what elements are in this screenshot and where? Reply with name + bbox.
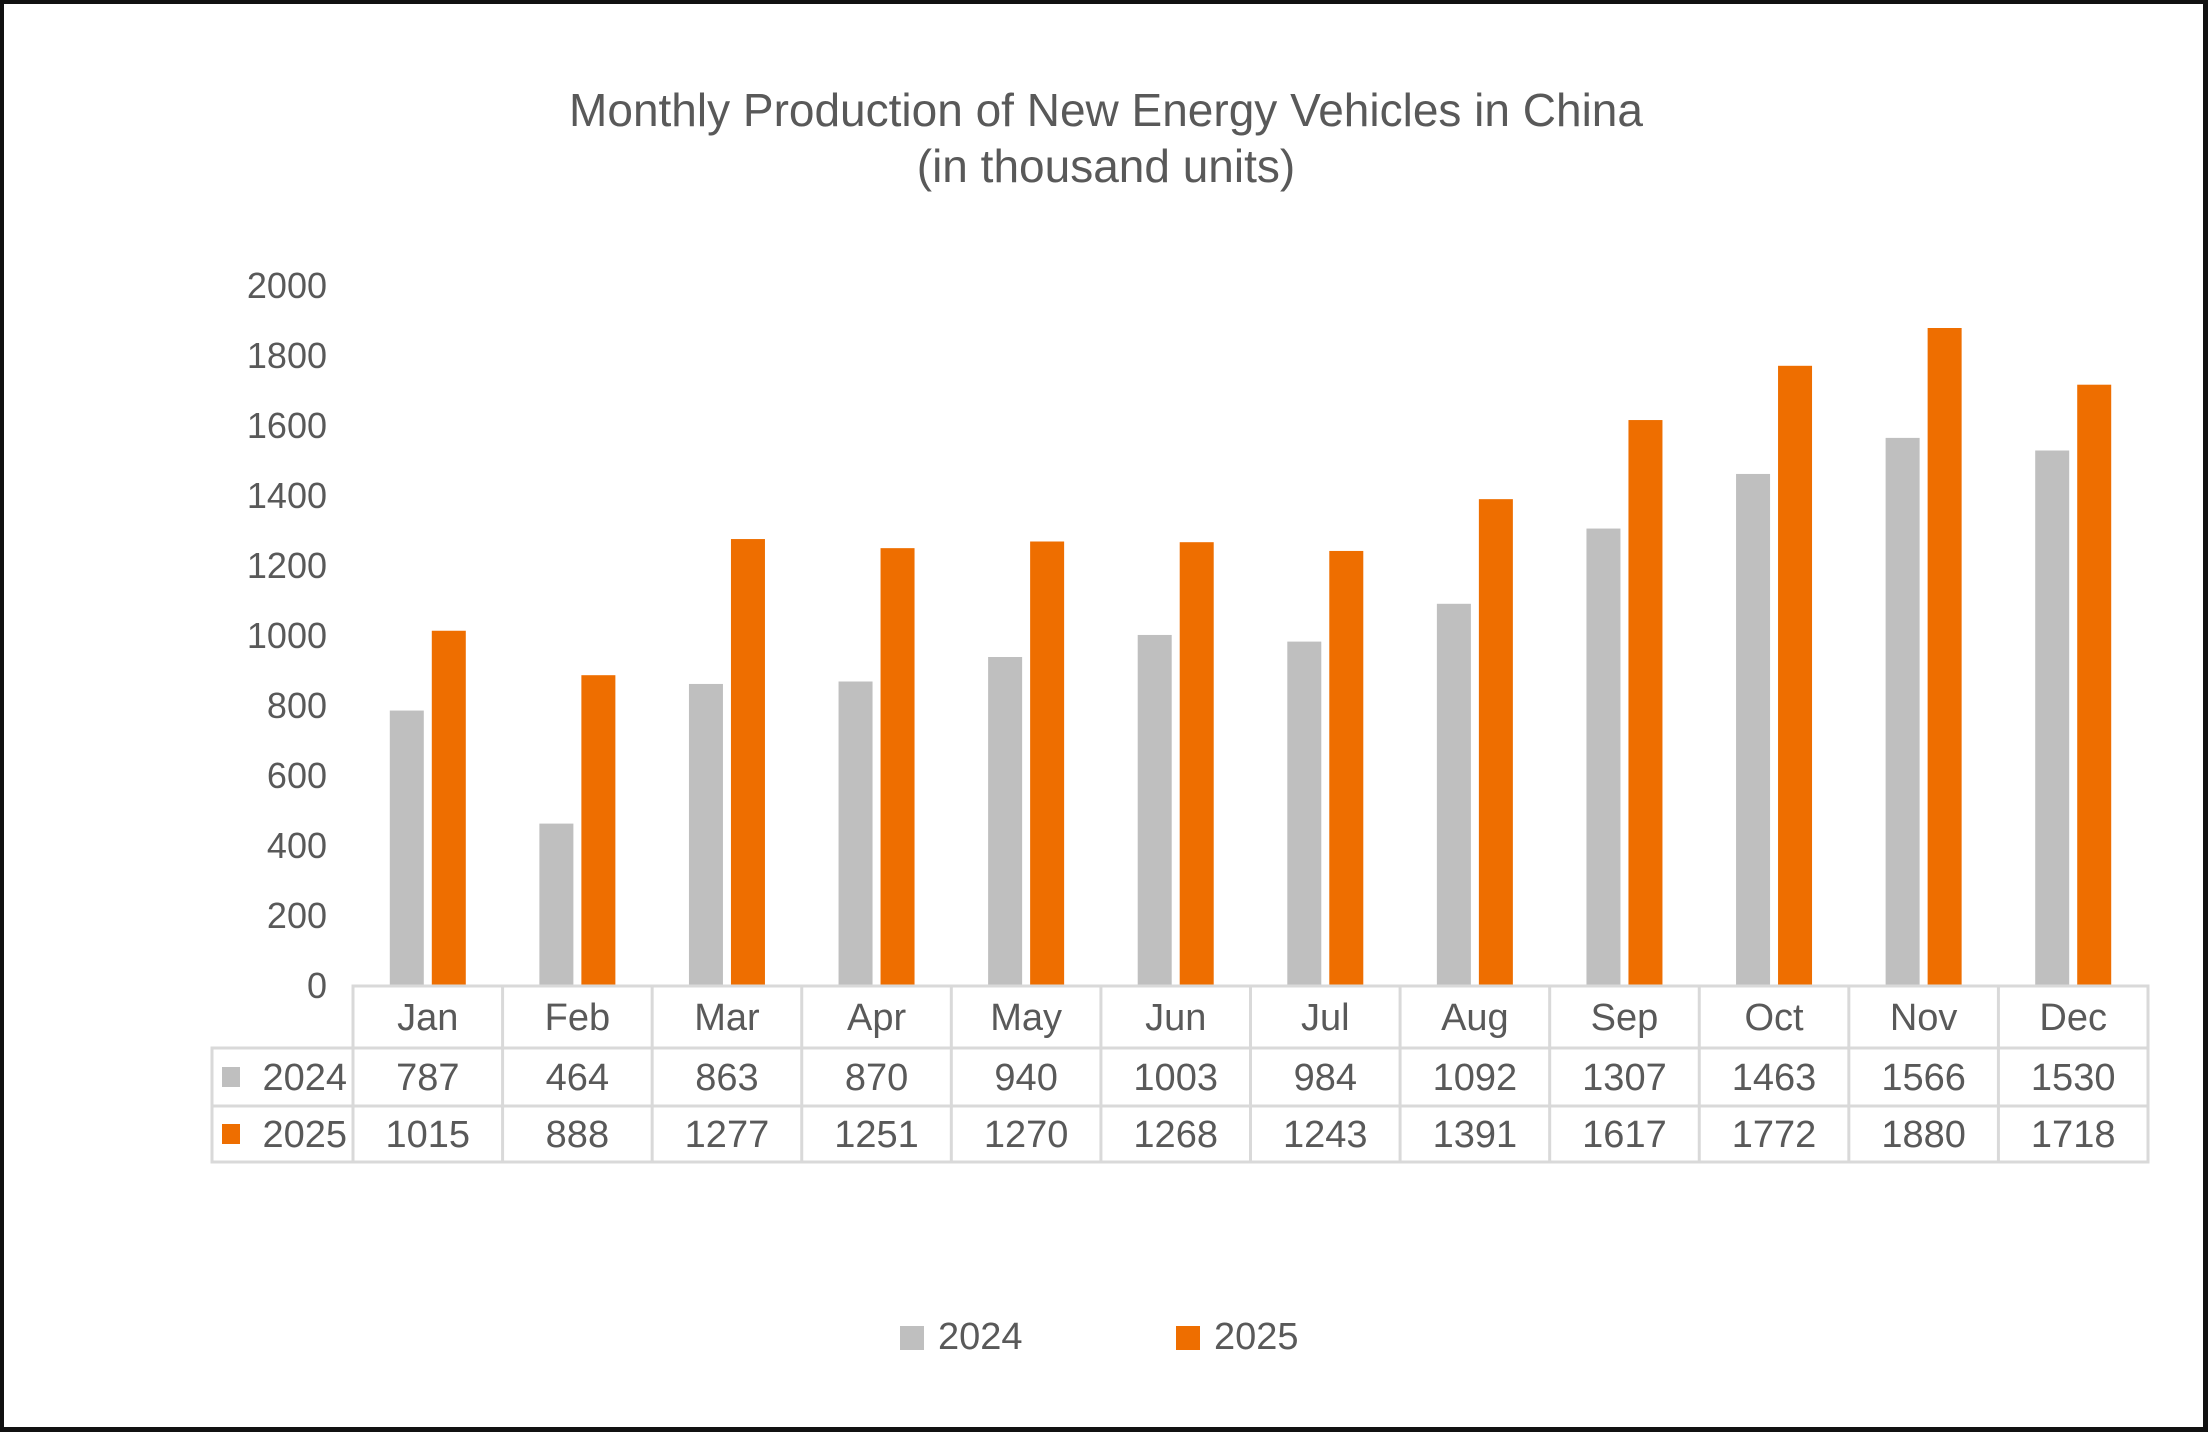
legend-item-2025: 2025 [1176,1316,1299,1359]
bar-2024-dec [2035,450,2070,986]
table-cell-value: 1307 [1582,1057,1667,1099]
table-cell-value: 863 [695,1057,758,1099]
x-category-label: Nov [1890,997,1958,1039]
bar-2025-nov [1927,328,1962,986]
legend-label-2025: 2025 [1214,1316,1299,1358]
bars [389,328,2112,986]
legend-swatch-2024 [900,1325,924,1350]
legend-item-2024: 2024 [900,1316,1023,1359]
table-legend-key-2024 [222,1067,240,1087]
bar-2025-sep [1628,420,1663,986]
legend-label-2024: 2024 [938,1316,1023,1358]
x-category-label: Jan [397,997,458,1039]
bar-2024-jun [1137,634,1172,986]
table-cell-value: 1391 [1433,1114,1518,1156]
legend-swatch-2025 [1176,1325,1200,1350]
table-cell-value: 984 [1294,1057,1357,1099]
y-tick-label: 1800 [247,335,327,376]
table-cell-value: 1270 [984,1114,1069,1156]
bar-2024-jul [1287,641,1322,986]
bar-2025-jan [431,630,466,986]
bar-2024-apr [838,681,873,986]
table-cell-value: 1277 [685,1114,770,1156]
bar-2025-dec [2077,384,2112,986]
x-category-label: Aug [1441,997,1509,1039]
bar-2024-may [988,657,1023,986]
table-cell-value: 1772 [1732,1114,1817,1156]
bar-2025-mar [730,539,765,986]
bar-2025-oct [1778,365,1813,986]
x-category-label: Jun [1145,997,1206,1039]
bar-2025-jun [1179,542,1214,986]
y-axis: 0 200 400 600 800 1000 1200 1400 1600 1800 2000 [247,265,327,1006]
bar-2024-sep [1586,528,1621,986]
table-cell-value: 1092 [1433,1057,1518,1099]
table-cell-value: 787 [396,1057,459,1099]
y-tick-label: 800 [267,685,327,726]
bar-2024-oct [1736,473,1771,986]
table-cell-value: 1566 [1881,1057,1966,1099]
x-category-label: Apr [847,997,906,1039]
y-tick-label: 1000 [247,615,327,656]
x-category-label: Jul [1301,997,1350,1039]
bar-2025-feb [581,675,616,986]
table-cell-value: 1251 [834,1114,919,1156]
table-cell-value: 1268 [1133,1114,1218,1156]
table-cell-value: 1617 [1582,1114,1667,1156]
y-tick-label: 0 [307,965,327,1006]
table-cell-value: 1243 [1283,1114,1368,1156]
bar-2024-nov [1885,437,1920,986]
bar-2025-apr [880,548,915,986]
bar-2024-jan [389,710,424,986]
table-cell-value: 1718 [2031,1114,2116,1156]
table-cell-value: 888 [546,1114,609,1156]
table-cell-value: 870 [845,1057,908,1099]
table-cell-value: 1530 [2031,1057,2116,1099]
table-legend-key-2025 [222,1124,240,1144]
chart-subtitle: (in thousand units) [916,140,1296,192]
x-category-label: Oct [1744,997,1804,1039]
y-tick-label: 1600 [247,405,327,446]
chart-title: Monthly Production of New Energy Vehicle… [569,84,1643,136]
y-tick-label: 400 [267,825,327,866]
x-category-label: May [990,997,1062,1039]
y-tick-label: 1200 [247,545,327,586]
table-cell-value: 1003 [1133,1057,1218,1099]
table-cell-value: 1015 [386,1114,471,1156]
y-tick-label: 1400 [247,475,327,516]
y-tick-label: 200 [267,895,327,936]
y-tick-label: 2000 [247,265,327,306]
x-category-label: Mar [694,997,760,1039]
table-cell-value: 940 [994,1057,1057,1099]
x-category-label: Dec [2039,997,2107,1039]
chart-title-block: Monthly Production of New Energy Vehicle… [0,82,2212,194]
bar-2024-aug [1436,603,1471,986]
x-category-label: Feb [545,997,610,1039]
legend: 2024 2025 [0,1316,2212,1366]
table-cell-value: 1880 [1881,1114,1966,1156]
data-table: Jan Feb Mar Apr May Jun Jul Aug Sep Oct Nov Dec 2024… [210,984,2150,1164]
bar-2025-jul [1329,550,1364,986]
table-row-label: 2025 [262,1114,347,1156]
bar-2024-mar [688,683,723,986]
table-cell-value: 464 [546,1057,609,1099]
bar-2025-may [1030,541,1065,986]
bar-2024-feb [539,823,574,986]
x-category-label: Sep [1591,997,1659,1039]
table-row-label: 2024 [262,1057,347,1099]
bar-2025-aug [1478,499,1513,986]
table-cell-value: 1463 [1732,1057,1817,1099]
y-tick-label: 600 [267,755,327,796]
